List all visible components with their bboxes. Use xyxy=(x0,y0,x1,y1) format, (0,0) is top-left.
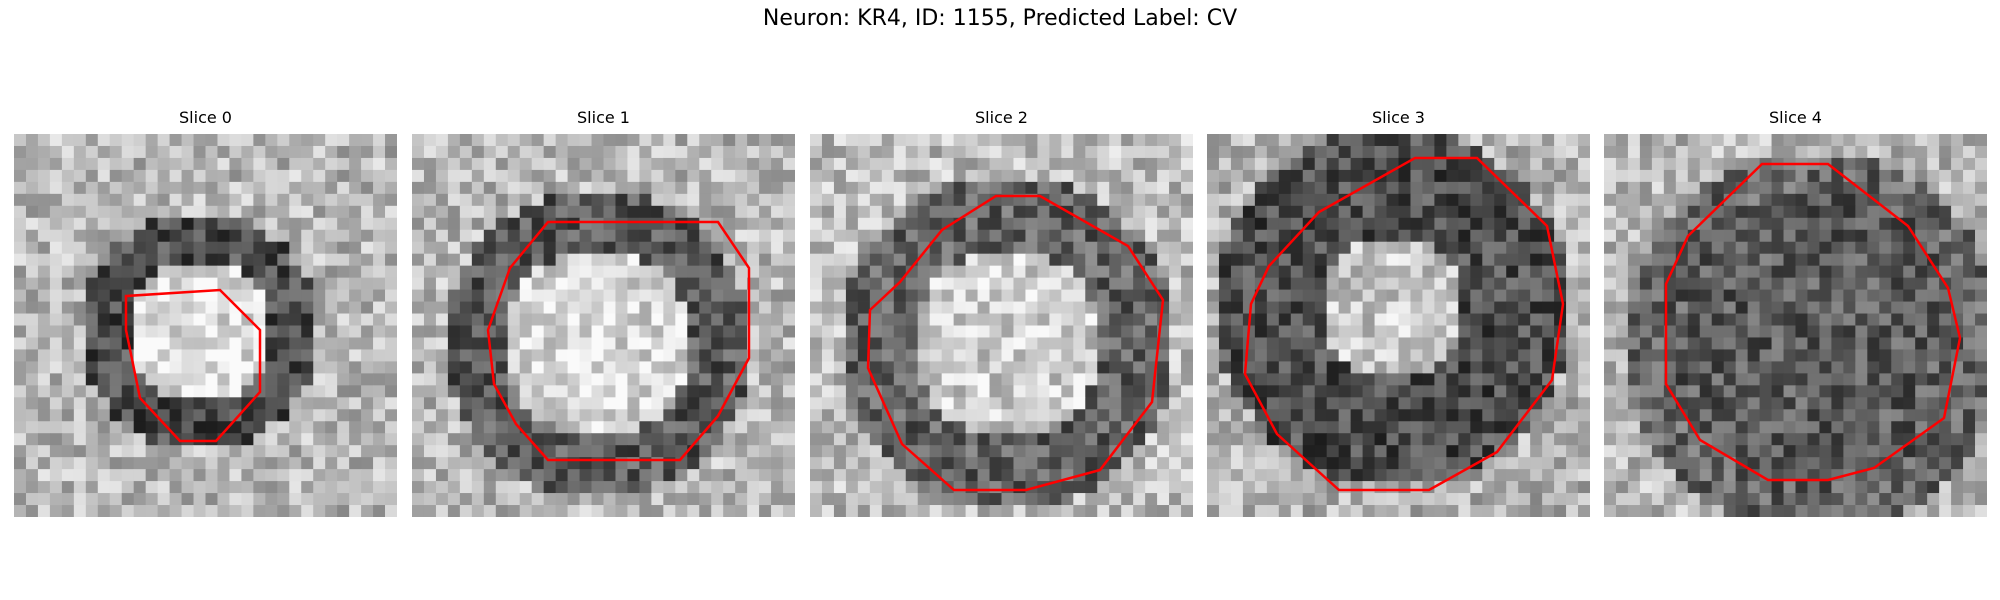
pixel-grid xyxy=(1604,134,1987,517)
slice-image xyxy=(14,134,397,517)
pixel-grid xyxy=(1207,134,1590,517)
pixel-grid xyxy=(810,134,1193,517)
slice-panel-0: Slice 0 xyxy=(14,108,397,517)
slice-panel-2: Slice 2 xyxy=(810,108,1193,517)
roi-contour xyxy=(866,194,1165,492)
figure-title: Neuron: KR4, ID: 1155, Predicted Label: … xyxy=(762,6,1238,31)
slice-image xyxy=(412,134,795,517)
slice-image xyxy=(1604,134,1987,517)
slice-panel-1: Slice 1 xyxy=(412,108,795,517)
roi-contour xyxy=(124,288,262,443)
slice-title: Slice 3 xyxy=(1372,108,1425,127)
slice-image xyxy=(810,134,1193,517)
roi-contour xyxy=(486,220,751,462)
pixel-grid xyxy=(14,134,397,517)
slice-image xyxy=(1207,134,1590,517)
roi-contour xyxy=(1243,156,1565,492)
slice-title: Slice 4 xyxy=(1769,108,1822,127)
roi-contour xyxy=(1664,162,1962,482)
slice-panel-4: Slice 4 xyxy=(1604,108,1987,517)
slice-title: Slice 1 xyxy=(577,108,630,127)
slice-title: Slice 0 xyxy=(179,108,232,127)
pixel-grid xyxy=(412,134,795,517)
slice-title: Slice 2 xyxy=(975,108,1028,127)
slice-panel-3: Slice 3 xyxy=(1207,108,1590,517)
